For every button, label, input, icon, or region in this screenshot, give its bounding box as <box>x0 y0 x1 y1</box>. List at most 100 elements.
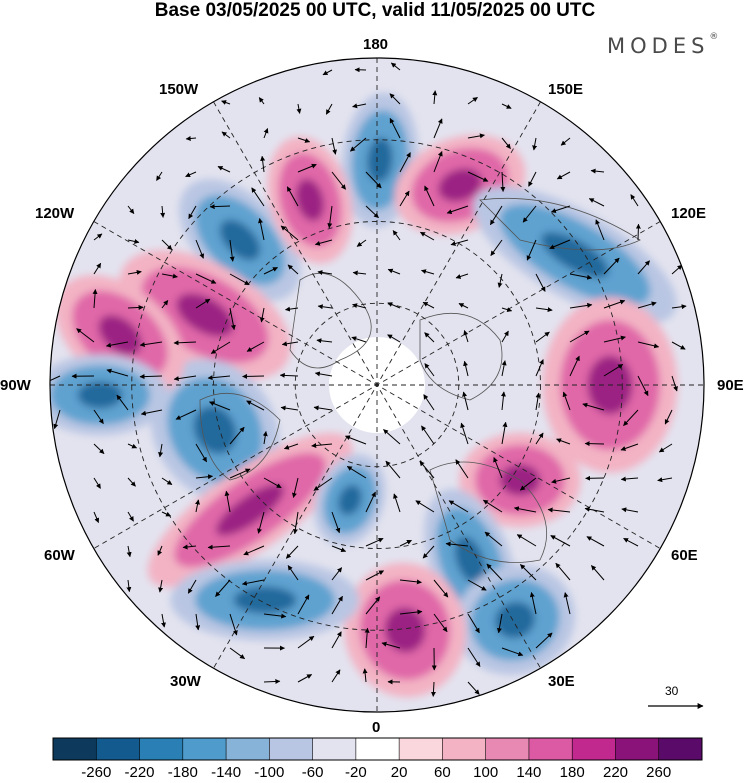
wind-arrow <box>314 371 333 377</box>
anomaly-core <box>367 137 393 183</box>
wind-arrow <box>140 409 163 416</box>
wind-arrow <box>520 564 537 581</box>
wind-arrow <box>297 163 317 173</box>
wind-arrow <box>221 100 231 105</box>
wind-arrow <box>393 493 401 513</box>
colorbar-swatch <box>139 738 184 760</box>
colorbar-tick-label: 180 <box>559 764 585 781</box>
wind-arrow <box>522 205 537 223</box>
wind-arrow <box>195 474 213 480</box>
wind-arrow <box>221 131 231 139</box>
wind-arrow <box>285 545 299 559</box>
wind-arrow <box>671 375 678 392</box>
wind-arrow <box>331 567 343 581</box>
wind-arrow <box>92 289 98 309</box>
wind-arrow <box>93 443 105 454</box>
wind-arrow <box>229 307 236 331</box>
wind-arrow <box>325 103 333 115</box>
wind-arrow <box>620 476 639 482</box>
graticule <box>50 58 704 712</box>
wind-arrow <box>383 429 401 445</box>
wind-arrow <box>535 331 550 343</box>
wind-arrow <box>532 137 538 151</box>
wind-arrow <box>582 402 605 411</box>
wind-arrow <box>433 118 443 139</box>
wind-arrow <box>127 443 138 449</box>
wind-arrow <box>551 477 571 484</box>
wind-arrow <box>346 465 367 479</box>
label-30e: 30E <box>548 673 575 690</box>
wind-arrow <box>489 205 503 226</box>
wind-arrow <box>637 260 650 275</box>
wind-arrow <box>550 205 571 213</box>
wind-arrow <box>93 477 101 489</box>
wind-arrow <box>422 301 435 309</box>
coastline <box>429 461 547 563</box>
wind-arrow <box>215 579 231 597</box>
wind-arrow <box>126 579 132 593</box>
brand-name: MODES <box>607 34 710 58</box>
modes-logo: MODES® <box>607 32 718 58</box>
colorbar-swatch <box>485 738 530 760</box>
wind-arrow <box>297 674 313 683</box>
wind-arrow <box>501 421 508 445</box>
wind-arrow <box>364 627 370 649</box>
anomaly-core <box>295 178 325 222</box>
coastlines <box>199 197 641 563</box>
wind-arrow <box>467 647 481 667</box>
wind-arrow <box>260 155 266 173</box>
wind-arrow <box>207 544 231 550</box>
wind-arrow <box>620 443 639 451</box>
wind-arrow <box>242 373 265 379</box>
wind-arrow <box>195 499 200 513</box>
wind-arrow <box>207 375 231 381</box>
colorbar-swatch <box>96 738 140 760</box>
wind-arrow <box>241 579 265 586</box>
wind-arrow <box>352 270 367 276</box>
colorbar-swatch <box>355 738 400 760</box>
wind-arrow <box>311 442 333 448</box>
map-border <box>49 57 705 713</box>
anomaly-core <box>384 607 426 653</box>
wind-arrow <box>467 171 489 182</box>
wind-arrow <box>399 190 410 207</box>
anomaly-core <box>338 484 362 516</box>
wind-arrow <box>185 171 197 178</box>
wind-arrow <box>209 204 231 210</box>
wind-arrow <box>158 579 164 593</box>
wind-arrow <box>467 133 485 139</box>
wind-arrow <box>263 128 269 139</box>
wind-arrow <box>591 565 605 581</box>
wind-arrow <box>390 62 401 71</box>
wind-arrow <box>387 302 401 309</box>
colorbar-swatch <box>226 738 270 760</box>
colorbar-tick-label: 220 <box>602 764 629 781</box>
wind-arrow <box>535 432 544 445</box>
wind-arrow <box>127 269 142 275</box>
colorbar-tick-label: -260 <box>81 764 112 781</box>
label-120e: 120E <box>671 205 707 222</box>
wind-arrow <box>460 422 469 445</box>
wind-arrow <box>422 545 435 559</box>
wind-arrow <box>93 409 104 425</box>
label-30w: 30W <box>170 673 201 690</box>
wind-arrow <box>331 171 346 190</box>
wind-arrow <box>501 330 509 343</box>
wind-arrow <box>421 269 435 275</box>
coastline <box>289 272 372 369</box>
wind-arrow <box>297 594 310 615</box>
wind-arrow <box>161 477 173 486</box>
wind-arrow <box>501 307 513 312</box>
wind-arrow <box>424 332 435 343</box>
wind-arrow <box>496 613 503 634</box>
wind-arrow <box>160 205 166 218</box>
wind-arrow <box>286 186 299 207</box>
wind-arrow <box>263 613 287 619</box>
wind-arrow <box>287 565 299 581</box>
colorbar-swatch <box>399 738 443 760</box>
colorbar-tick-label: 100 <box>473 764 499 781</box>
wind-arrow <box>365 596 381 615</box>
wind-arrow <box>161 613 166 628</box>
wind-arrow <box>569 330 590 343</box>
